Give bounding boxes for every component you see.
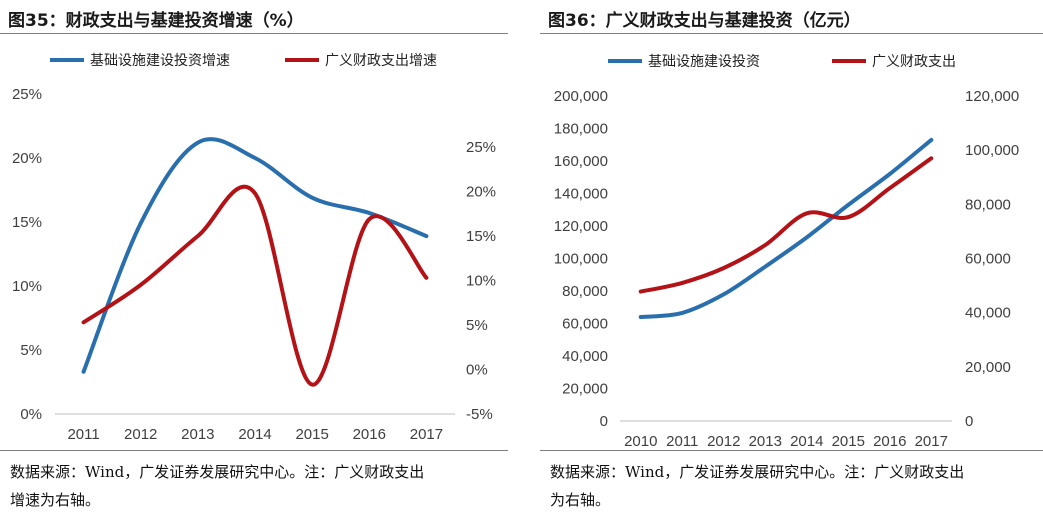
y-tick-label-left: 5% bbox=[20, 342, 42, 359]
y-tick-label-right: 20% bbox=[466, 184, 496, 201]
x-tick-label: 2011 bbox=[666, 433, 698, 450]
y-tick-label-right: 80,000 bbox=[965, 196, 1011, 213]
legend-label: 基础设施建设投资增速 bbox=[90, 52, 230, 68]
series-line bbox=[638, 156, 934, 294]
y-tick-label-right: 5% bbox=[466, 317, 488, 334]
x-tick-label: 2013 bbox=[749, 433, 782, 450]
y-tick-label-left: 100,000 bbox=[554, 251, 608, 268]
x-tick-label: 2012 bbox=[707, 433, 740, 450]
series-line bbox=[638, 137, 934, 319]
y-tick-label-right: 15% bbox=[466, 228, 496, 245]
source-line-1: 数据来源：Wind，广发证券发展研究中心。注：广义财政支出 bbox=[550, 463, 965, 481]
source-line-2: 增速为右轴。 bbox=[10, 491, 101, 509]
chart-title: 图36：广义财政支出与基建投资（亿元） bbox=[548, 11, 861, 31]
y-tick-label-right: 20,000 bbox=[965, 359, 1011, 376]
y-tick-label-left: 20,000 bbox=[562, 381, 608, 398]
y-tick-label-left: 20% bbox=[12, 150, 42, 167]
y-tick-label-left: 0% bbox=[20, 406, 42, 423]
y-tick-label-right: 40,000 bbox=[965, 305, 1011, 322]
chart-title: 图35：财政支出与基建投资增速（%） bbox=[8, 11, 304, 31]
y-tick-label-left: 10% bbox=[12, 278, 42, 295]
y-tick-label-right: 120,000 bbox=[965, 88, 1019, 105]
legend-label: 基础设施建设投资 bbox=[648, 53, 760, 69]
y-tick-label-left: 120,000 bbox=[554, 218, 608, 235]
series-line bbox=[81, 184, 429, 387]
legend-label: 广义财政支出 bbox=[872, 53, 956, 69]
y-tick-label-left: 180,000 bbox=[554, 121, 608, 138]
y-tick-label-right: 0 bbox=[965, 413, 973, 430]
x-tick-label: 2015 bbox=[832, 433, 865, 450]
y-tick-label-right: 10% bbox=[466, 273, 496, 290]
x-tick-label: 2010 bbox=[624, 433, 657, 450]
title-rule bbox=[0, 33, 508, 34]
source-rule bbox=[0, 450, 508, 451]
y-tick-label-left: 15% bbox=[12, 214, 42, 231]
y-tick-label-left: 40,000 bbox=[562, 348, 608, 365]
source-rule bbox=[540, 450, 1043, 451]
levels-line-chart: 基础设施建设投资 广义财政支出 200,000 180,000 160,000 140,0… bbox=[554, 53, 1019, 450]
y-tick-label-right: 0% bbox=[466, 362, 488, 379]
y-tick-label-left: 160,000 bbox=[554, 153, 608, 170]
y-tick-label-right: 25% bbox=[466, 139, 496, 156]
x-tick-label: 2014 bbox=[238, 426, 271, 443]
y-tick-label-right: -5% bbox=[466, 406, 493, 423]
chart-panel-levels: 图36：广义财政支出与基建投资（亿元） 基础设施建设投资 广义财政支出 200,00… bbox=[540, 0, 1043, 515]
series-line bbox=[81, 137, 429, 374]
source-note: 数据来源：Wind，广发证券发展研究中心。注：广义财政支出 增速为右轴。 bbox=[10, 458, 424, 514]
y-tick-label-left: 80,000 bbox=[562, 283, 608, 300]
x-tick-label: 2017 bbox=[410, 426, 443, 443]
x-tick-label: 2013 bbox=[181, 426, 214, 443]
y-tick-label-left: 60,000 bbox=[562, 316, 608, 333]
x-tick-label: 2016 bbox=[873, 433, 906, 450]
y-tick-label-left: 25% bbox=[12, 86, 42, 103]
x-tick-label: 2015 bbox=[295, 426, 328, 443]
legend-label: 广义财政支出增速 bbox=[325, 52, 437, 68]
x-tick-label: 2012 bbox=[124, 426, 157, 443]
x-tick-label: 2017 bbox=[915, 433, 948, 450]
title-rule bbox=[540, 33, 1043, 34]
y-tick-label-left: 140,000 bbox=[554, 186, 608, 203]
source-line-2: 为右轴。 bbox=[550, 491, 611, 509]
chart-panel-growth: 图35：财政支出与基建投资增速（%） 基础设施建设投资增速 广义财政支出增速 25%… bbox=[0, 0, 512, 515]
x-tick-label: 2011 bbox=[67, 426, 99, 443]
y-tick-label-left: 0 bbox=[600, 413, 608, 430]
y-tick-label-left: 200,000 bbox=[554, 88, 608, 105]
source-line-1: 数据来源：Wind，广发证券发展研究中心。注：广义财政支出 bbox=[10, 463, 425, 481]
y-tick-label-right: 60,000 bbox=[965, 251, 1011, 268]
growth-line-chart: 基础设施建设投资增速 广义财政支出增速 25% 20% 15% 10% 5% 0% 25% 20%… bbox=[12, 52, 496, 443]
y-tick-label-right: 100,000 bbox=[965, 142, 1019, 159]
x-tick-label: 2016 bbox=[353, 426, 386, 443]
source-note: 数据来源：Wind，广发证券发展研究中心。注：广义财政支出 为右轴。 bbox=[550, 458, 964, 514]
x-tick-label: 2014 bbox=[790, 433, 823, 450]
